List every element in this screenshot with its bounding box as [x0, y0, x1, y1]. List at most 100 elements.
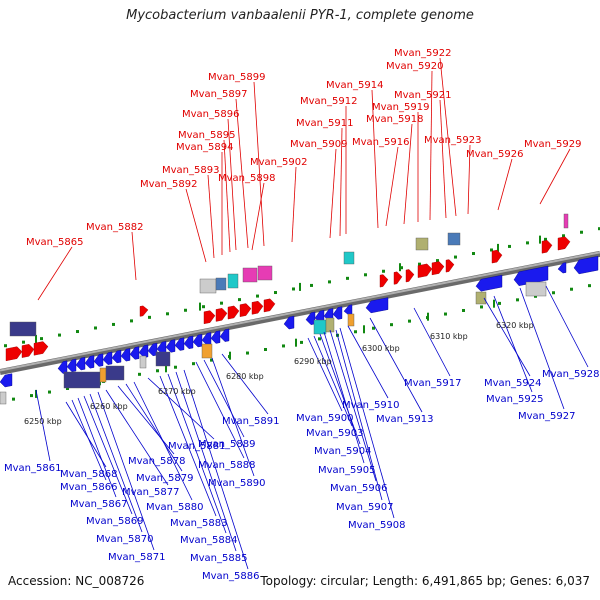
forward-gene-label: Mvan_5909 [290, 139, 347, 150]
reverse-gene-label: Mvan_5877 [122, 487, 179, 498]
track-dot [418, 262, 421, 266]
reverse-gene-label: Mvan_5924 [484, 378, 541, 389]
track-dot [300, 340, 303, 344]
forward-gene-label: Mvan_5923 [424, 135, 481, 146]
reverse-gene-label: Mvan_5905 [318, 465, 375, 476]
operon-block [155, 351, 171, 367]
forward-label-leader [227, 118, 237, 251]
backbone-shadow [0, 250, 600, 375]
forward-label-leader [539, 148, 571, 205]
reverse-gene-arrow [365, 297, 389, 314]
track-dot [544, 237, 547, 241]
gene-box [525, 281, 547, 297]
forward-label-leader [207, 174, 215, 259]
reverse-gene-arrow [219, 328, 230, 342]
track-dot [264, 347, 267, 351]
reverse-gene-label: Mvan_5927 [518, 411, 575, 422]
forward-gene-arrow [417, 263, 433, 278]
reverse-label-leader [125, 383, 183, 472]
rna-box [563, 213, 569, 229]
reverse-label-leader [323, 331, 365, 464]
forward-label-leader [37, 246, 73, 301]
forward-gene-label: Mvan_5895 [178, 130, 235, 141]
forward-gene-label: Mvan_5893 [162, 165, 219, 176]
track-dot [66, 386, 69, 390]
forward-gene-arrow [139, 305, 149, 317]
track-dot [354, 330, 357, 334]
reverse-gene-label: Mvan_5866 [60, 482, 117, 493]
forward-gene-label: Mvan_5892 [140, 179, 197, 190]
track-dot [480, 305, 483, 309]
forward-label-leader [223, 139, 231, 253]
track-dot [76, 330, 79, 334]
track-dot [408, 319, 411, 323]
gene-box [199, 278, 217, 294]
genome-summary-text: Topology: circular; Length: 6,491,865 bp… [260, 574, 590, 588]
track-dot [174, 365, 177, 369]
rna-box [227, 273, 239, 289]
track-dot [390, 323, 393, 327]
reverse-label-leader [83, 395, 133, 515]
forward-gene-label: Mvan_5902 [250, 157, 307, 168]
track-dot [58, 333, 61, 337]
forward-gene-arrow [33, 341, 49, 356]
forward-gene-arrow [21, 344, 35, 358]
track-dot [112, 322, 115, 326]
reverse-label-leader [335, 329, 383, 501]
forward-gene-arrow [431, 261, 445, 276]
reverse-label-leader [519, 287, 565, 410]
forward-gene-label: Mvan_5918 [366, 114, 423, 125]
rna-box [242, 267, 258, 283]
gene-labels: Mvan_5865Mvan_5882Mvan_5892Mvan_5893Mvan… [4, 48, 599, 582]
reverse-label-leader [71, 399, 107, 481]
gene-box [415, 237, 429, 251]
reverse-label-leader [413, 307, 451, 377]
track-dot [472, 252, 475, 256]
track-dot [516, 298, 519, 302]
reverse-gene-label: Mvan_5881 [168, 441, 225, 452]
forward-gene-label: Mvan_5921 [394, 90, 451, 101]
reverse-gene-label: Mvan_5928 [542, 369, 599, 380]
track-dot [318, 337, 321, 341]
forward-label-leader [251, 182, 265, 251]
reverse-gene-arrow [557, 262, 567, 274]
track-dot [552, 291, 555, 295]
reverse-gene-label: Mvan_5906 [330, 483, 387, 494]
track-dot [246, 351, 249, 355]
forward-label-leader [235, 98, 249, 249]
forward-label-leader [253, 81, 265, 247]
forward-gene-arrow [5, 346, 23, 362]
reverse-label-leader [89, 393, 143, 533]
forward-label-leader [339, 127, 343, 237]
reverse-gene-label: Mvan_5889 [198, 439, 255, 450]
reverse-label-leader [211, 357, 255, 477]
track-dot [166, 312, 169, 316]
reverse-gene-label: Mvan_5861 [4, 463, 61, 474]
reverse-label-leader [35, 389, 51, 462]
track-dot [210, 358, 213, 362]
operon-block [63, 371, 101, 389]
forward-gene-arrow [541, 240, 553, 254]
forward-gene-label: Mvan_5916 [352, 137, 409, 148]
forward-label-leader [429, 70, 433, 221]
reverse-gene-label: Mvan_5907 [336, 502, 393, 513]
reverse-gene-label: Mvan_5910 [342, 400, 399, 411]
reverse-gene-label: Mvan_5871 [108, 552, 165, 563]
forward-gene-arrow [263, 298, 276, 313]
reverse-gene-label: Mvan_5878 [128, 456, 185, 467]
track-dot [534, 294, 537, 298]
forward-label-leader [467, 144, 471, 215]
accession-text: Accession: NC_008726 [8, 574, 145, 588]
reverse-gene-label: Mvan_5904 [314, 446, 371, 457]
scale-label: 6260 kbp [90, 402, 128, 411]
forward-label-leader [329, 148, 337, 239]
track-dot [462, 308, 465, 312]
reverse-label-leader [347, 325, 389, 399]
reverse-label-leader [183, 369, 249, 570]
reverse-gene-label: Mvan_5885 [190, 553, 247, 564]
track-dot [130, 319, 133, 323]
reverse-label-leader [105, 389, 169, 486]
forward-label-leader [371, 89, 379, 229]
track-dot [508, 244, 511, 248]
